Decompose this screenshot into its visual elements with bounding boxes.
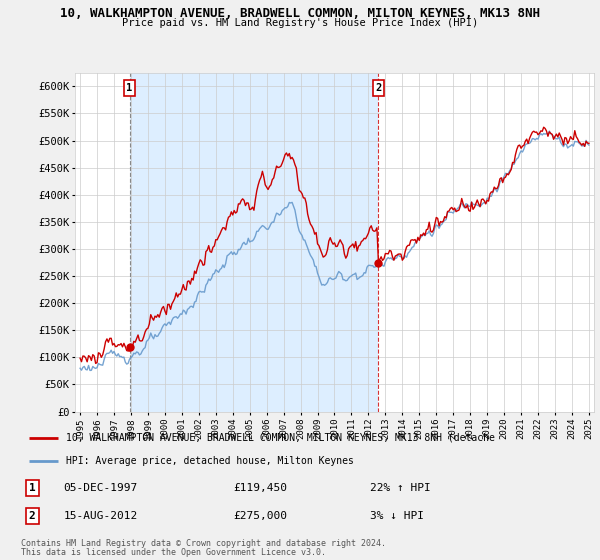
- Text: £119,450: £119,450: [233, 483, 287, 493]
- Text: This data is licensed under the Open Government Licence v3.0.: This data is licensed under the Open Gov…: [21, 548, 326, 557]
- Text: £275,000: £275,000: [233, 511, 287, 521]
- Bar: [130, 73, 378, 412]
- Text: 10, WALKHAMPTON AVENUE, BRADWELL COMMON, MILTON KEYNES, MK13 8NH: 10, WALKHAMPTON AVENUE, BRADWELL COMMON,…: [60, 7, 540, 20]
- Text: Price paid vs. HM Land Registry's House Price Index (HPI): Price paid vs. HM Land Registry's House …: [122, 18, 478, 29]
- Text: Contains HM Land Registry data © Crown copyright and database right 2024.: Contains HM Land Registry data © Crown c…: [21, 539, 386, 548]
- Text: HPI: Average price, detached house, Milton Keynes: HPI: Average price, detached house, Milt…: [66, 456, 354, 466]
- Text: 2: 2: [29, 511, 35, 521]
- Text: 2: 2: [375, 83, 382, 93]
- Text: 1: 1: [127, 83, 133, 93]
- Text: 1: 1: [29, 483, 35, 493]
- Text: 22% ↑ HPI: 22% ↑ HPI: [370, 483, 430, 493]
- Text: 15-AUG-2012: 15-AUG-2012: [64, 511, 137, 521]
- Text: 3% ↓ HPI: 3% ↓ HPI: [370, 511, 424, 521]
- Text: 05-DEC-1997: 05-DEC-1997: [64, 483, 137, 493]
- Text: 10, WALKHAMPTON AVENUE, BRADWELL COMMON, MILTON KEYNES, MK13 8NH (detache: 10, WALKHAMPTON AVENUE, BRADWELL COMMON,…: [66, 433, 495, 443]
